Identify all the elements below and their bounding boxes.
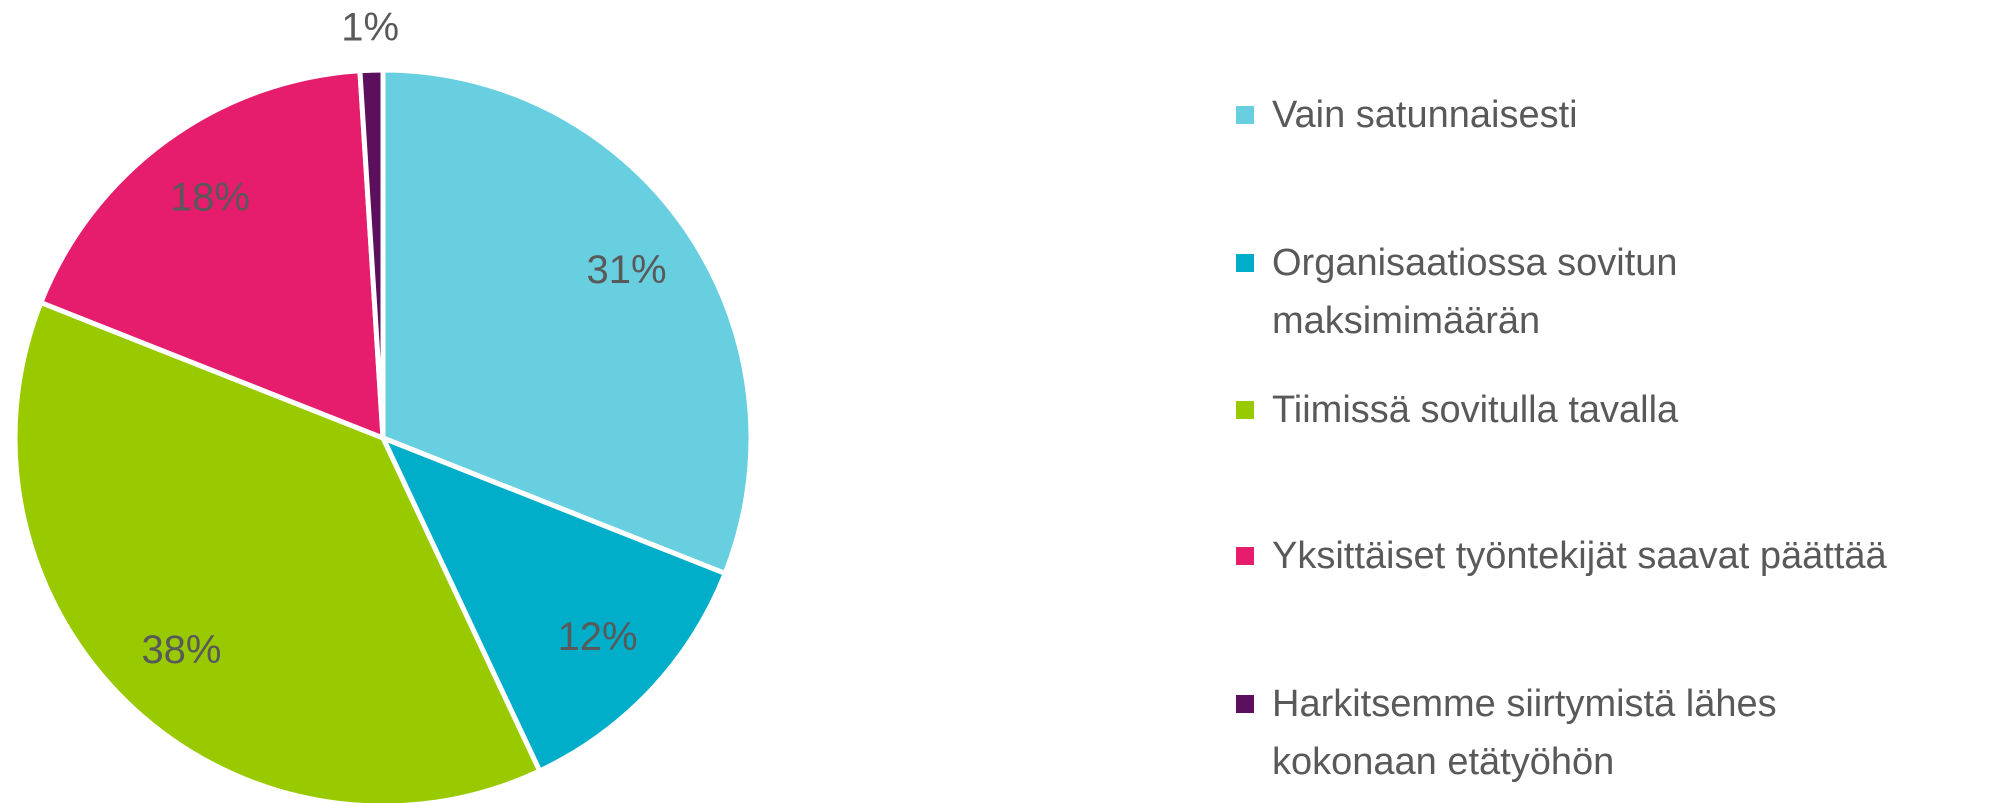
legend-label: Organisaatiossa sovitun maksimimäärän — [1272, 242, 1678, 342]
legend-swatch — [1236, 106, 1254, 124]
legend-item: Organisaatiossa sovitun maksimimäärän — [1236, 234, 1678, 350]
legend-item: Yksittäiset työntekijät saavat päättää — [1236, 527, 1887, 585]
pie-slice — [12, 299, 544, 803]
legend-item: Tiimissä sovitulla tavalla — [1236, 381, 1678, 439]
pie-slice — [357, 67, 386, 439]
legend-swatch — [1236, 547, 1254, 565]
data-label: 18% — [170, 175, 250, 219]
data-label: 31% — [586, 248, 666, 292]
pie-slice — [378, 433, 729, 775]
legend-item: Vain satunnaisesti — [1236, 86, 1578, 144]
legend-swatch — [1236, 254, 1254, 272]
legend-swatch — [1236, 401, 1254, 419]
pie-slice — [380, 67, 754, 577]
pie-slice — [37, 68, 386, 442]
legend-item: Harkitsemme siirtymistä lähes kokonaan e… — [1236, 675, 1777, 791]
legend-label: Harkitsemme siirtymistä lähes kokonaan e… — [1272, 683, 1777, 783]
legend-label: Yksittäiset työntekijät saavat päättää — [1272, 535, 1887, 577]
data-label: 1% — [341, 5, 399, 49]
data-label: 12% — [558, 615, 638, 659]
data-label: 38% — [141, 628, 221, 672]
legend-label: Tiimissä sovitulla tavalla — [1272, 389, 1679, 431]
legend-swatch — [1236, 695, 1254, 713]
legend-label: Vain satunnaisesti — [1272, 94, 1578, 136]
